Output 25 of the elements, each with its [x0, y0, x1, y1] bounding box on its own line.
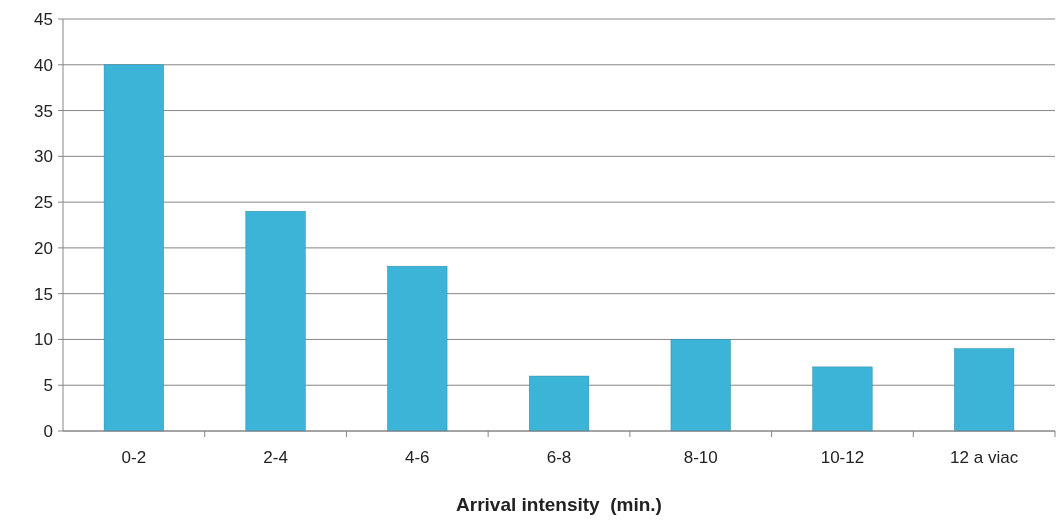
bar	[812, 366, 873, 432]
y-tick-label: 0	[43, 421, 53, 441]
y-tick-label: 20	[34, 238, 53, 258]
x-tick-label: 12 a viac	[950, 448, 1019, 467]
y-tick-label: 30	[34, 147, 53, 167]
x-tick-label: 8-10	[683, 448, 718, 467]
y-tick-label: 25	[34, 193, 53, 213]
x-axis-title: Arrival intensity (min.)	[456, 494, 662, 515]
y-tick-label: 5	[43, 376, 53, 396]
y-tick-label: 45	[34, 9, 53, 29]
bar	[528, 375, 590, 432]
x-tick-label: 4-6	[405, 448, 430, 467]
x-tick-label: 6-8	[546, 448, 572, 467]
bar	[670, 339, 731, 432]
bar	[387, 265, 448, 432]
x-tick-label: 0-2	[121, 448, 147, 467]
bar	[103, 64, 164, 432]
y-tick-label: 15	[34, 284, 53, 304]
y-tick-label: 10	[34, 330, 53, 350]
x-tick-label: 2-4	[263, 448, 288, 467]
bar	[245, 211, 306, 432]
x-tick-label: 10-12	[820, 448, 865, 467]
y-tick-label: 40	[34, 55, 53, 75]
bar	[954, 348, 1015, 432]
y-tick-label: 35	[34, 101, 53, 121]
